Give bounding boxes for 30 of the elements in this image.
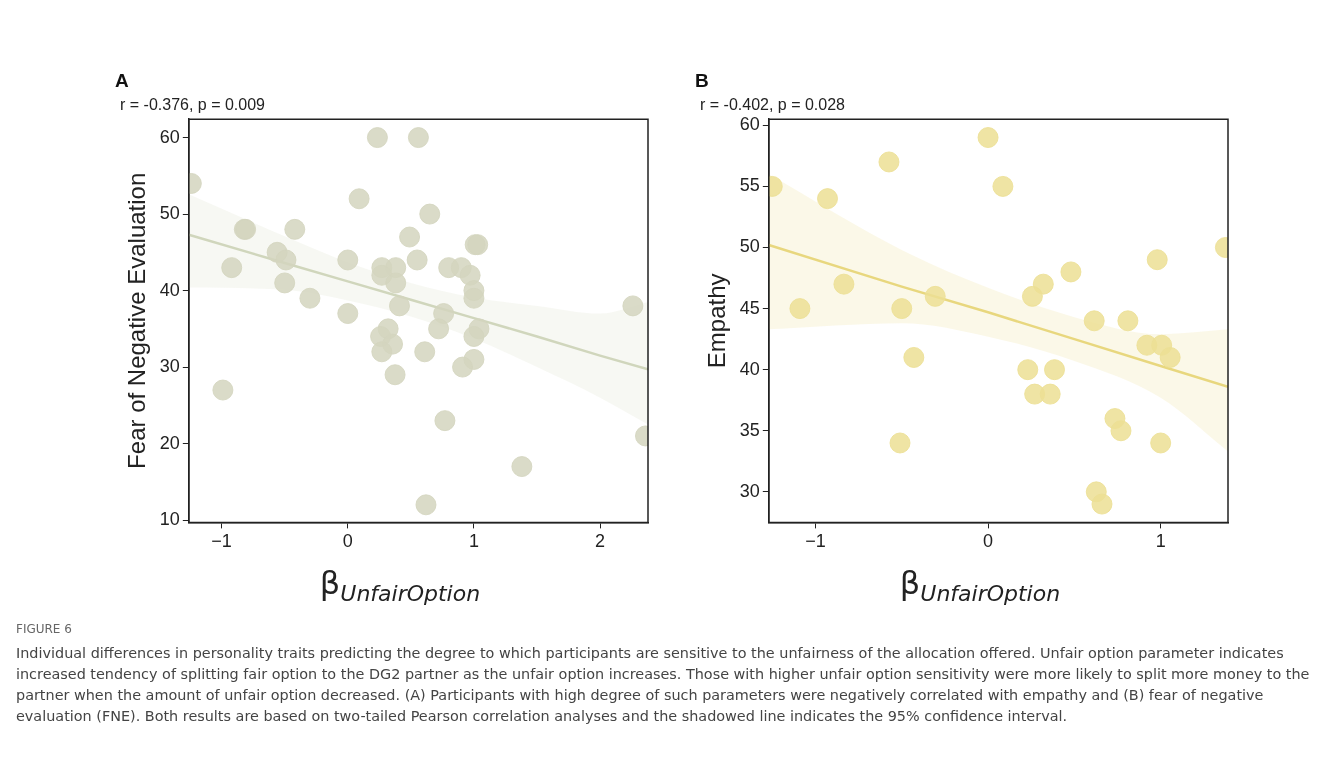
y-tick-label: 35 [739,419,760,440]
y-tick-label: 10 [159,509,180,530]
text: Individual differences in personality traits predicting the degree to which participants are sensitive to the unfairness of the allocation offered. Unfair option parameter indicates increased tendency of splitting fair option to the DG2 partner as the unfair option increases. Those with higher unfair option sensitivity were more likely to split more money to the partner when the amount of unfair option decreased. (A) Participants with high degree of such parameters were negatively correlated with empathy and (B) fear of negative evaluation (FNE). Both results are based on two-tailed Pearson correlation analyses and the shadowed line indicates the 95% confidence interval. [16,644,1311,726]
caption: FIGURE 6 [16,622,72,636]
chart-title: r = -0.376, p = 0.009 [120,96,266,114]
y-tick-label: 30 [739,480,760,501]
y-tick-label: 45 [739,297,760,318]
y-tick-label: 30 [159,356,180,377]
y-tick-label: 60 [739,114,760,135]
y-tick-label: 50 [739,236,760,257]
x-tick-label: 1 [468,531,479,552]
x-tick-label: 1 [1155,531,1166,552]
x-axis-title: β$_{UnfairOption}$ [318,564,482,607]
x-tick-label: 2 [595,531,606,552]
y-tick-label: 20 [159,432,180,453]
y-tick-label: 40 [159,279,180,300]
y-tick-label: 55 [739,175,760,196]
x-tick-label: −1 [805,531,826,552]
y-axis-title: Fear of Negative Evaluation [123,172,151,469]
chart-title: r = -0.402, p = 0.028 [700,96,846,114]
x-tick-label: 0 [342,531,353,552]
y-tick-label: 40 [739,358,760,379]
y-axis-title: Empathy [703,273,731,369]
text: A [115,70,129,92]
y-tick-label: 50 [159,203,180,224]
y-tick-label: 60 [159,126,180,147]
x-tick-label: 0 [983,531,994,552]
x-axis-title: β$_{UnfairOption}$ [898,564,1062,607]
x-tick-label: −1 [211,531,232,552]
text: B [695,70,709,92]
